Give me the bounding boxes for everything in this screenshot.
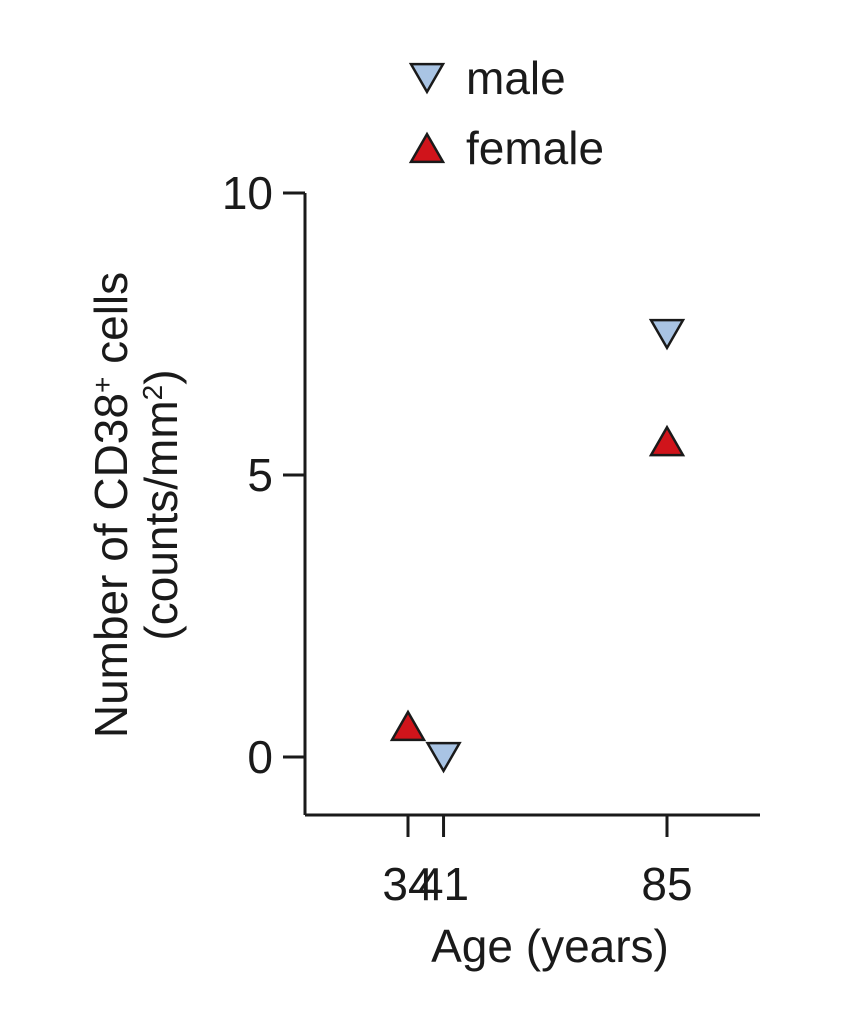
y-axis: 0 5 10 bbox=[222, 167, 307, 815]
male-legend-marker bbox=[408, 62, 446, 95]
x-tick-label: 34 bbox=[382, 858, 433, 910]
x-tick-label: 85 bbox=[641, 858, 692, 910]
legend: male female bbox=[408, 52, 604, 174]
female-data-point bbox=[648, 424, 686, 457]
female-legend-label: female bbox=[466, 122, 604, 174]
female-legend-marker bbox=[408, 131, 446, 164]
y-axis-title-line2: (counts/mm2) bbox=[135, 369, 187, 640]
y-axis-title-line1: Number of CD38+ cells bbox=[85, 272, 137, 738]
x-tick-label: 41 bbox=[418, 858, 469, 910]
data-points bbox=[389, 318, 686, 774]
male-data-point bbox=[648, 318, 686, 351]
y-tick-label: 5 bbox=[247, 449, 273, 501]
y-axis-title: Number of CD38+ cells (counts/mm2) bbox=[85, 272, 187, 738]
male-data-point bbox=[425, 741, 462, 774]
female-data-point bbox=[389, 709, 427, 742]
y-tick-label: 10 bbox=[222, 167, 273, 219]
male-legend-label: male bbox=[466, 52, 566, 104]
x-axis-title: Age (years) bbox=[431, 920, 669, 972]
y-tick-label: 0 bbox=[247, 731, 273, 783]
